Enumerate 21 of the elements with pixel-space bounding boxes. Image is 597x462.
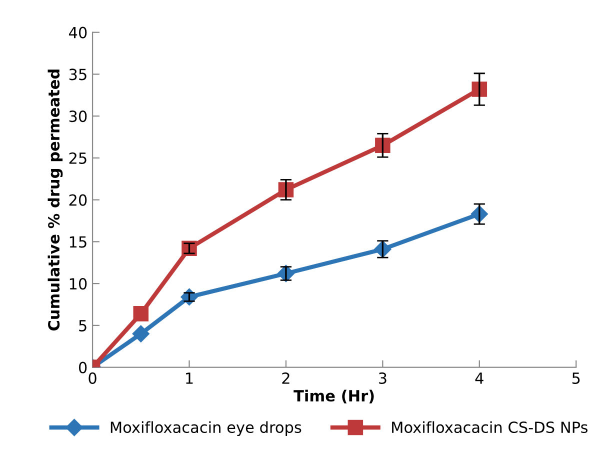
- point: [133, 306, 149, 322]
- x-axis-title: Time (Hr): [294, 390, 374, 404]
- legend-label: Moxifloxacacin CS-DS NPs: [392, 421, 588, 434]
- x-tick-label: 1: [186, 372, 193, 384]
- y-tick-label: 0: [78, 362, 87, 374]
- y-tick-label: 10: [70, 278, 87, 290]
- y-tick-label: 25: [69, 152, 86, 164]
- point: [132, 325, 150, 342]
- x-tick-label: 5: [572, 372, 580, 384]
- y-tick-label: 30: [69, 110, 87, 122]
- y-tick-label: 40: [68, 26, 87, 38]
- y-tick-label: 35: [69, 68, 86, 80]
- y-tick-label: 15: [70, 236, 86, 248]
- x-tick-label: 3: [378, 372, 386, 384]
- x-tick-label: 4: [475, 372, 484, 384]
- y-axis-title: Cumulative % drug permeated: [48, 70, 63, 330]
- y-tick-label: 20: [69, 194, 87, 206]
- x-tick-label: 2: [282, 372, 290, 384]
- legend-label: Moxifloxacacin eye drops: [110, 421, 302, 436]
- y-tick-label: 5: [79, 320, 86, 332]
- x-tick-label: 0: [88, 372, 96, 384]
